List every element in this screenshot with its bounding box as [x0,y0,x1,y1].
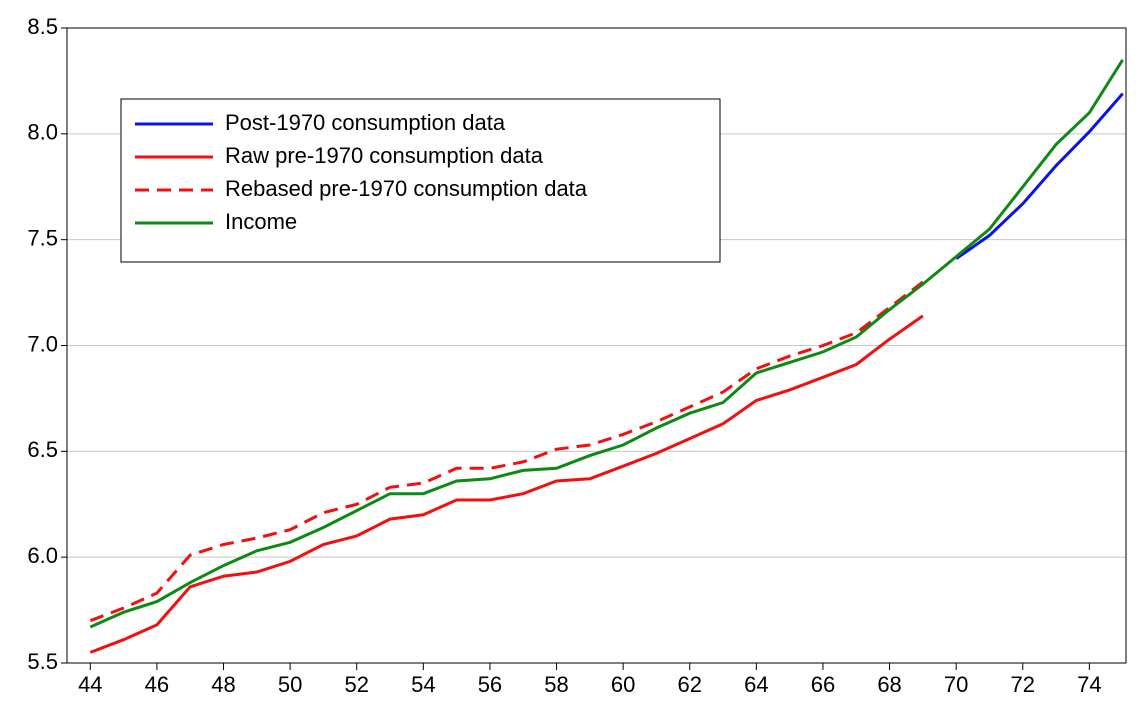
y-tick-label: 7.5 [27,225,58,250]
legend-box [120,98,721,263]
x-tick-label: 48 [211,672,235,697]
y-tick-label: 6.0 [27,543,58,568]
x-tick-label: 70 [944,672,968,697]
x-tick-label: 68 [877,672,901,697]
legend-label: Rebased pre-1970 consumption data [225,176,588,201]
x-tick-label: 44 [78,672,102,697]
x-tick-label: 54 [411,672,435,697]
x-tick-label: 50 [278,672,302,697]
legend-label: Raw pre-1970 consumption data [225,143,544,168]
y-tick-label: 8.5 [27,14,58,39]
legend-label: Post-1970 consumption data [225,110,506,135]
y-tick-label: 5.5 [27,649,58,674]
x-tick-label: 58 [544,672,568,697]
x-tick-label: 52 [344,672,368,697]
y-tick-label: 6.5 [27,437,58,462]
x-tick-label: 46 [145,672,169,697]
series-line [89,280,924,623]
series-line [89,314,924,654]
legend-label: Income [225,209,297,234]
series-line [89,59,1124,629]
x-tick-label: 64 [744,672,768,697]
x-tick-label: 56 [478,672,502,697]
y-tick-label: 8.0 [27,120,58,145]
x-tick-label: 72 [1011,672,1035,697]
x-tick-label: 74 [1077,672,1101,697]
x-tick-label: 60 [611,672,635,697]
y-tick-label: 7.0 [27,331,58,356]
x-tick-label: 62 [678,672,702,697]
series-line [955,92,1124,260]
plot-frame [66,27,1127,664]
x-tick-label: 66 [811,672,835,697]
